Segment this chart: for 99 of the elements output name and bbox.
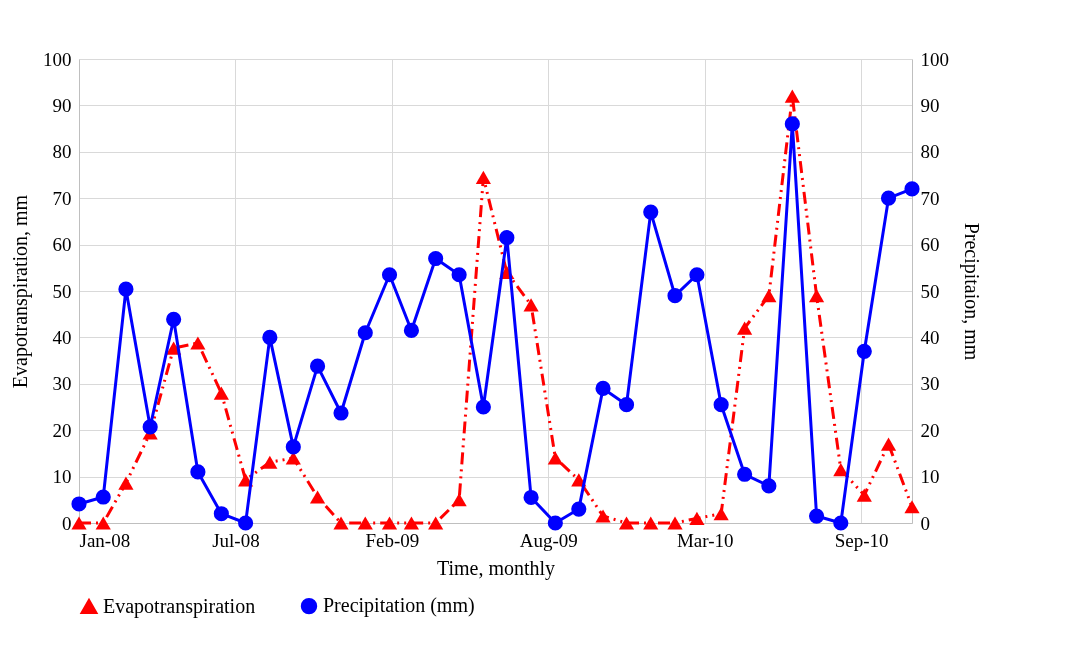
point [618,516,635,530]
point [904,181,920,197]
point [95,489,111,505]
y-tick-label: 90 [52,94,72,116]
y-tick-label: 30 [52,373,72,395]
point [71,496,87,512]
point [333,405,349,421]
point [595,509,611,523]
point [523,298,539,312]
point [547,451,563,465]
point [713,397,729,413]
point [190,336,206,350]
point [761,478,777,494]
x-tick-label: Jan-08 [79,529,131,551]
point [381,516,398,530]
point [856,488,872,502]
x-axis-title: Time, monthly [436,556,556,580]
point [571,501,587,517]
point [262,329,278,345]
point [95,516,111,530]
x-tick-label: Feb-09 [365,529,420,551]
point [523,489,539,506]
y2-tick-label: 100 [920,48,949,70]
y-tick-label: 0 [62,512,72,534]
point [499,230,515,246]
point [880,190,897,206]
point [475,170,491,184]
y-tick-label: 70 [52,187,72,209]
point [784,116,800,132]
point [190,464,206,480]
point [689,511,705,525]
y2-tick-label: 0 [920,512,930,534]
x-tick-label: Sep-10 [834,529,889,551]
point [475,399,491,415]
point [142,419,158,435]
point [403,322,419,339]
point [667,288,683,304]
legend-label: Evapotranspiration [103,594,256,618]
y-tick-label: 60 [52,234,72,256]
point [761,289,777,303]
point [833,515,849,531]
y-axis-title: Evapotranspiration, mm [9,194,32,389]
point [618,397,635,413]
point [381,267,398,283]
y-tick-label: 20 [52,419,72,441]
y2-tick-label: 90 [920,94,940,116]
point [71,516,87,530]
y2-tick-label: 20 [920,419,940,441]
y2-tick-label: 40 [920,326,940,348]
point [262,455,278,469]
y-tick-label: 40 [52,326,72,348]
point [403,516,419,530]
y-tick-label: 80 [52,141,72,163]
legend-label: Precipitation (mm) [323,594,475,618]
point [808,289,825,303]
point [643,204,659,220]
point [808,508,825,524]
point [880,437,897,451]
y2-tick-label: 50 [920,280,940,302]
point [333,516,349,530]
y2-tick-label: 10 [920,466,940,488]
point [428,516,444,530]
point [547,515,563,531]
point [357,325,373,341]
point [357,516,373,530]
x-tick-label: Aug-09 [519,529,578,551]
y-tick-label: 10 [52,466,72,488]
point [451,267,467,283]
point [309,490,326,504]
point [713,507,729,521]
x-tick-label: Jul-08 [212,529,260,551]
point [737,321,753,335]
y-tick-label: 50 [52,280,72,302]
point [238,515,254,531]
y-tick-label: 100 [43,48,72,70]
point [451,493,467,507]
y2-tick-label: 60 [920,234,940,256]
point [856,343,872,359]
point [904,500,920,514]
point [737,466,753,482]
point [166,311,182,327]
point [643,516,659,530]
point [595,380,611,397]
point [689,267,705,283]
point [784,89,800,103]
y2-tick-label: 80 [920,141,940,163]
x-tick-label: Mar-10 [676,529,734,551]
point [118,281,134,297]
point [833,463,849,477]
point [213,386,229,400]
y2-tick-label: 30 [920,373,940,395]
point [667,516,683,530]
point [309,358,326,374]
point [428,250,444,267]
point [213,506,229,522]
point [285,439,301,455]
y2-axis-title: Precipitaion, mm [960,222,983,361]
point [118,476,134,490]
y2-tick-label: 70 [920,187,940,209]
